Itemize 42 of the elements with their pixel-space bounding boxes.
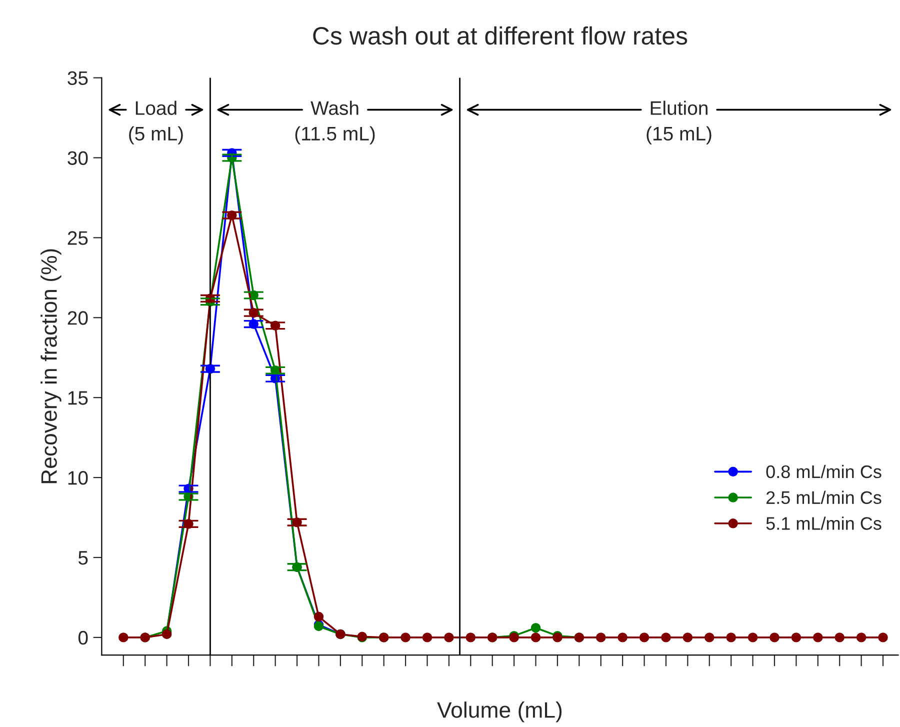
annotation: Wash [310, 100, 358, 115]
point [118, 632, 128, 642]
annotation: (5 mL) [129, 126, 183, 144]
point [878, 632, 888, 642]
y-tick-label: 10 [68, 471, 88, 485]
point [748, 632, 758, 642]
point [726, 632, 736, 642]
point [661, 632, 671, 642]
annotation: Load [136, 100, 176, 115]
chart-title: Cs wash out at different flow rates [313, 26, 688, 45]
legend-label: 5.1 mL/min Cs [766, 516, 882, 530]
point [530, 632, 541, 642]
y-tick-label: 35 [68, 71, 88, 86]
point [466, 632, 476, 642]
annotation: (15 mL) [646, 126, 712, 144]
y-tick-label: 15 [68, 391, 88, 405]
x-axis-title: Volume (mL) [437, 702, 562, 722]
annotation: Elution [650, 100, 708, 115]
point [530, 622, 541, 633]
y-tick-label: 30 [68, 151, 88, 165]
y-axis-title: Recovery in fraction (%) [40, 249, 62, 484]
point [639, 632, 650, 642]
legend-label: 0.8 mL/min Cs [766, 464, 882, 478]
point [704, 632, 714, 642]
point [770, 632, 780, 642]
y-tick-label: 5 [78, 551, 88, 565]
y-tick-label: 25 [68, 231, 88, 245]
y-tick-label: 20 [68, 311, 88, 325]
point [856, 632, 866, 642]
y-tick-label: 0 [78, 630, 88, 645]
point [422, 632, 432, 642]
point [682, 632, 693, 642]
legend-label: 2.5 mL/min Cs [766, 490, 882, 504]
point [314, 612, 324, 622]
point [813, 632, 823, 642]
point [791, 632, 802, 642]
point [834, 632, 844, 642]
point [618, 632, 628, 642]
annotation: (11.5 mL) [295, 126, 375, 144]
point [444, 632, 454, 642]
point [596, 632, 606, 642]
point [400, 632, 410, 642]
